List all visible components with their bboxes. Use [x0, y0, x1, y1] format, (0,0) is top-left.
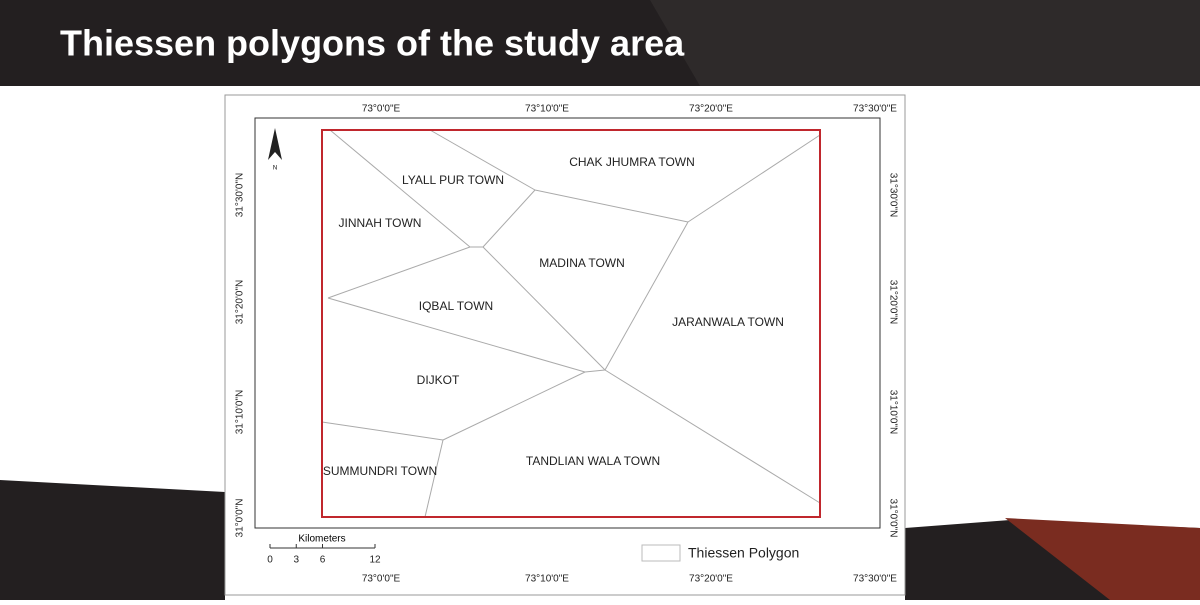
- region-label: IQBAL TOWN: [419, 299, 493, 313]
- slide-title: Thiessen polygons of the study area: [60, 23, 685, 64]
- header-decoration: [650, 0, 1200, 86]
- latitude-label: 31°20'0"N: [887, 280, 898, 325]
- legend-swatch: [641, 544, 681, 562]
- scale-tick-label: 6: [320, 555, 326, 566]
- study-area-boundary: [321, 129, 821, 518]
- latitude-label: 31°20'0"N: [235, 280, 246, 325]
- region-label: SUMMUNDRI TOWN: [323, 464, 437, 478]
- region-label: MADINA TOWN: [539, 256, 625, 270]
- corner-shape: [0, 480, 225, 600]
- longitude-label: 73°20'0"E: [689, 104, 733, 115]
- latitude-label: 31°0'0"N: [235, 499, 246, 538]
- region-label: DIJKOT: [417, 373, 460, 387]
- longitude-label: 73°0'0"E: [362, 574, 401, 585]
- scale-tick-label: 12: [369, 555, 381, 566]
- longitude-label: 73°20'0"E: [689, 574, 733, 585]
- longitude-label: 73°30'0"E: [853, 104, 897, 115]
- region-label: LYALL PUR TOWN: [402, 173, 504, 187]
- region-label: TANDLIAN WALA TOWN: [526, 454, 660, 468]
- latitude-label: 31°10'0"N: [887, 390, 898, 435]
- region-label: JARANWALA TOWN: [672, 315, 784, 329]
- svg-text:N: N: [273, 166, 277, 172]
- scale-tick-label: 3: [293, 555, 299, 566]
- scale-tick-label: 0: [267, 555, 273, 566]
- scale-unit: Kilometers: [298, 534, 345, 545]
- longitude-label: 73°10'0"E: [525, 104, 569, 115]
- legend-label: Thiessen Polygon: [688, 545, 799, 561]
- longitude-label: 73°10'0"E: [525, 574, 569, 585]
- north-arrow: N: [268, 128, 282, 172]
- longitude-label: 73°0'0"E: [362, 104, 401, 115]
- region-label: CHAK JHUMRA TOWN: [569, 155, 695, 169]
- corner-accent: [1005, 518, 1200, 600]
- longitude-label: 73°30'0"E: [853, 574, 897, 585]
- latitude-label: 31°0'0"N: [887, 499, 898, 538]
- latitude-label: 31°30'0"N: [887, 173, 898, 218]
- map-neatline: [254, 117, 881, 529]
- region-label: JINNAH TOWN: [339, 216, 422, 230]
- map-frame: [224, 94, 906, 596]
- latitude-label: 31°10'0"N: [235, 390, 246, 435]
- latitude-label: 31°30'0"N: [235, 173, 246, 218]
- polygon-edges: [321, 129, 821, 518]
